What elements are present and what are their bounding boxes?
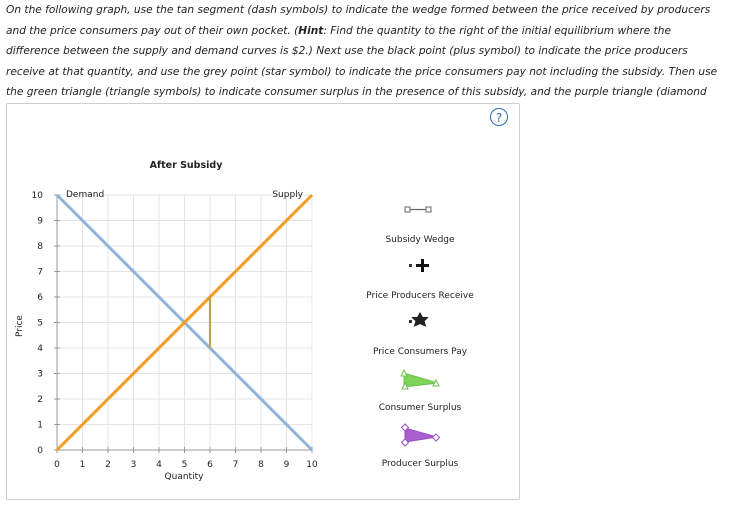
plus-icon-dot bbox=[409, 264, 412, 267]
purple-diamond-vertex-icon bbox=[400, 438, 410, 447]
legend-price-producers-label: Price Producers Receive bbox=[366, 291, 474, 301]
legend-subsidy-wedge[interactable]: Subsidy Wedge bbox=[385, 206, 455, 245]
help-icon[interactable]: ? bbox=[490, 108, 508, 126]
chart-title: After Subsidy bbox=[150, 160, 224, 171]
y-tick-label: 3 bbox=[37, 370, 43, 380]
green-triangle-vertex-icon bbox=[400, 368, 408, 377]
legend-consumer-surplus-label: Consumer Surplus bbox=[379, 403, 462, 413]
legend-consumer-surplus[interactable]: Consumer Surplus bbox=[379, 368, 462, 413]
y-tick-label: 5 bbox=[37, 319, 43, 329]
x-tick-label: 1 bbox=[80, 460, 86, 470]
x-tick-label: 9 bbox=[284, 460, 290, 470]
legend-producer-surplus[interactable]: Producer Surplus bbox=[382, 423, 459, 469]
y-tick-label: 6 bbox=[37, 293, 43, 303]
legend-subsidy-wedge-label: Subsidy Wedge bbox=[385, 235, 455, 245]
purple-diamond-vertex-icon bbox=[400, 423, 410, 432]
y-tick-label: 1 bbox=[37, 421, 43, 431]
legend-price-producers[interactable]: Price Producers Receive bbox=[366, 259, 474, 301]
legend-price-consumers[interactable]: Price Consumers Pay bbox=[373, 311, 468, 357]
x-tick-label: 3 bbox=[131, 460, 137, 470]
supply-curve bbox=[55, 193, 314, 452]
star-icon bbox=[411, 311, 429, 327]
supply-curve-label: Supply bbox=[272, 190, 303, 200]
y-tick-label: 2 bbox=[37, 395, 43, 405]
hint-label: Hint bbox=[298, 24, 324, 37]
x-tick-label: 7 bbox=[233, 460, 239, 470]
green-triangle-vertex-icon bbox=[401, 381, 409, 390]
y-tick-label: 10 bbox=[32, 191, 44, 201]
x-axis-label: Quantity bbox=[165, 472, 205, 482]
wedge-dash-start-icon bbox=[404, 206, 411, 213]
x-tick-label: 10 bbox=[306, 460, 318, 470]
purple-diamond-vertex-icon bbox=[431, 433, 441, 442]
plus-icon bbox=[416, 259, 429, 272]
star-icon-dot bbox=[409, 320, 412, 323]
y-tick-label: 0 bbox=[37, 446, 43, 456]
purple-triangle-icon bbox=[404, 427, 438, 443]
x-tick-label: 5 bbox=[182, 460, 188, 470]
legend-producer-surplus-label: Producer Surplus bbox=[382, 459, 459, 469]
x-tick-label: 2 bbox=[105, 460, 111, 470]
x-tick-label: 8 bbox=[258, 460, 264, 470]
green-triangle-icon bbox=[403, 372, 439, 388]
instructions-part1: On the following graph, use the tan segm… bbox=[6, 4, 711, 37]
x-tick-label: 6 bbox=[207, 460, 213, 470]
x-tick-label: 4 bbox=[156, 460, 162, 470]
graph-panel bbox=[6, 103, 520, 500]
series-group: Demand Supply bbox=[55, 190, 314, 452]
legend-price-consumers-label: Price Consumers Pay bbox=[373, 347, 468, 357]
wedge-dash-end-icon bbox=[425, 206, 432, 213]
green-triangle-vertex-icon bbox=[432, 378, 440, 387]
y-axis-label: Price bbox=[15, 315, 25, 337]
y-tick-label: 9 bbox=[37, 217, 43, 227]
y-tick-label: 7 bbox=[37, 268, 43, 278]
y-tick-label: 8 bbox=[37, 242, 43, 252]
y-tick-label: 4 bbox=[37, 344, 43, 354]
demand-curve-label: Demand bbox=[66, 190, 104, 200]
x-tick-label: 0 bbox=[54, 460, 60, 470]
